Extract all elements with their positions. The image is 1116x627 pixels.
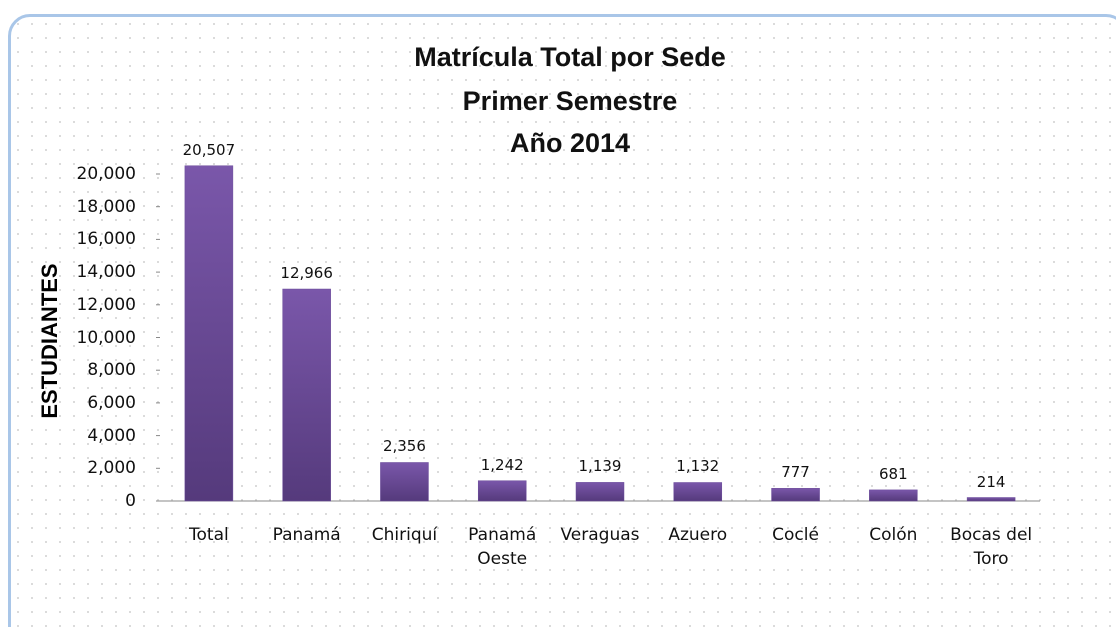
y-tick-label: 2,000 <box>87 458 136 479</box>
bar <box>380 462 429 502</box>
x-tick-label: Coclé <box>772 525 819 545</box>
bar <box>869 489 918 502</box>
data-label: 1,242 <box>480 455 524 474</box>
y-tick-label: 0 <box>125 491 136 511</box>
x-tick-label: Veraguas <box>560 525 640 545</box>
chart-panel <box>8 14 1116 627</box>
chart-subtitle: Primer Semestre <box>462 86 678 116</box>
y-tick-label: 8,000 <box>87 360 136 381</box>
data-label: 12,966 <box>280 264 333 282</box>
x-tick-label: Panamá Oeste <box>468 525 537 569</box>
x-tick-label: Colón <box>869 525 918 545</box>
bar <box>282 288 331 502</box>
y-tick-label: 20,000 <box>76 164 136 184</box>
bar <box>771 488 820 502</box>
data-label: 1,139 <box>578 457 622 476</box>
bar <box>575 482 625 502</box>
y-tick-label: 12,000 <box>76 294 136 315</box>
bar <box>673 482 723 502</box>
chart-title: Matrícula Total por Sede <box>414 42 726 72</box>
chart-subtitle: Año 2014 <box>509 128 631 158</box>
x-tick-label: Chiriquí <box>371 525 438 545</box>
bar <box>477 480 527 502</box>
y-tick-label: 6,000 <box>87 392 136 413</box>
data-label: 1,132 <box>676 457 720 476</box>
data-label: 2,356 <box>382 437 426 456</box>
bar <box>184 165 234 502</box>
data-label: 777 <box>781 463 810 482</box>
data-label: 681 <box>879 464 908 483</box>
x-tick-label: Total <box>189 525 229 545</box>
x-tick-label: Azuero <box>668 525 728 545</box>
y-tick-label: 14,000 <box>76 262 136 283</box>
data-label: 20,507 <box>182 140 236 159</box>
bar <box>966 497 1016 502</box>
y-tick-label: 18,000 <box>76 196 136 217</box>
y-tick-label: 16,000 <box>76 229 136 250</box>
x-tick-label: Panamá <box>272 525 341 545</box>
data-label: 214 <box>976 472 1006 491</box>
y-tick-label: 10,000 <box>76 327 136 348</box>
y-tick-label: 4,000 <box>87 425 136 446</box>
x-tick-label: Bocas del Toro <box>950 525 1033 569</box>
